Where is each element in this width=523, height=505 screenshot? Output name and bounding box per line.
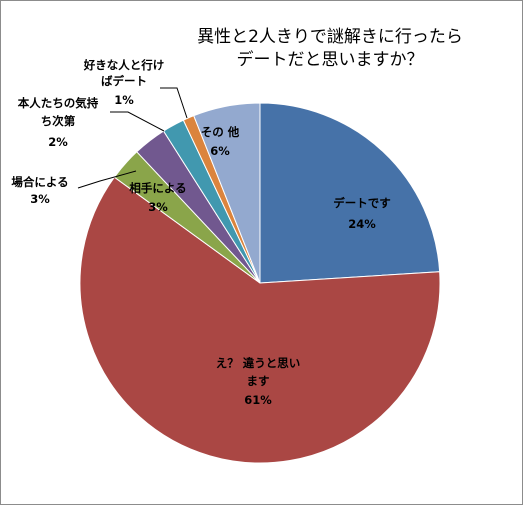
slice-percent-5: 1%	[114, 93, 134, 107]
leader-line-5	[160, 87, 188, 119]
slice-percent-4: 2%	[48, 135, 68, 149]
slice-label-2: 相手による	[129, 181, 186, 195]
slice-label-1-line-2: ます	[247, 374, 270, 388]
slice-label-4-line-1: 本人たちの気持	[18, 96, 99, 110]
pie-slice-6	[193, 102, 261, 284]
chart-title: 異性と2人きりで謎解きに行ったら デートだと思いますか？	[140, 26, 520, 72]
slice-percent-0: 24%	[348, 217, 376, 231]
slice-percent-6: 6%	[210, 144, 230, 158]
slice-label-5-line-2: ばデート	[101, 74, 147, 88]
slice-label-5-line-1: 好きな人と行け	[83, 58, 165, 72]
pie-slice-0	[259, 102, 441, 284]
chart-title-line-1: 異性と2人きりで謎解きに行ったら	[197, 27, 463, 47]
slice-label-6: その 他	[201, 125, 240, 139]
slice-percent-1: 61%	[244, 393, 272, 407]
slice-label-4-line-2: ち次第	[41, 114, 76, 128]
slice-percent-2: 3%	[148, 200, 168, 214]
pie-slice-1	[79, 176, 441, 464]
leader-line-3	[77, 170, 137, 189]
slice-label-1-line-1: え？ 違うと思い	[216, 356, 301, 370]
chart-title-line-2: デートだと思いますか？	[236, 50, 424, 70]
leader-line-4	[110, 111, 165, 132]
slice-percent-3: 3%	[30, 192, 50, 206]
slice-label-3: 場合による	[11, 175, 68, 189]
slice-label-0: デートです	[333, 196, 391, 210]
